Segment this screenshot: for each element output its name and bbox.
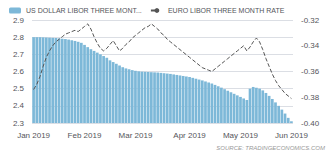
svg-text:US DOLLAR LIBOR THREE MONT...: US DOLLAR LIBOR THREE MONT... xyxy=(26,7,142,14)
svg-text:-0.38: -0.38 xyxy=(301,93,320,102)
svg-text:-0.32: -0.32 xyxy=(301,16,320,25)
svg-text:Jan 2019: Jan 2019 xyxy=(17,131,50,140)
svg-text:2.9: 2.9 xyxy=(13,16,25,25)
svg-text:Feb 2019: Feb 2019 xyxy=(68,131,102,140)
svg-text:Apr 2019: Apr 2019 xyxy=(173,131,206,140)
svg-text:2.8: 2.8 xyxy=(13,33,25,42)
svg-text:EURO LIBOR THREE MONTH RATE: EURO LIBOR THREE MONTH RATE xyxy=(168,7,285,14)
svg-text:2.7: 2.7 xyxy=(13,50,25,59)
svg-text:May 2019: May 2019 xyxy=(223,131,259,140)
svg-text:2.4: 2.4 xyxy=(13,101,25,110)
svg-text:Mar 2019: Mar 2019 xyxy=(119,131,153,140)
svg-text:-0.40: -0.40 xyxy=(301,119,320,128)
svg-text:Jun 2019: Jun 2019 xyxy=(275,131,308,140)
svg-text:2.3: 2.3 xyxy=(13,119,25,128)
svg-text:2.6: 2.6 xyxy=(13,67,25,76)
svg-text:2.5: 2.5 xyxy=(13,84,25,93)
svg-text:SOURCE: TRADINGECONOMICS.COM: SOURCE: TRADINGECONOMICS.COM xyxy=(216,145,325,151)
svg-text:-0.36: -0.36 xyxy=(301,67,320,76)
svg-text:-0.34: -0.34 xyxy=(301,41,320,50)
